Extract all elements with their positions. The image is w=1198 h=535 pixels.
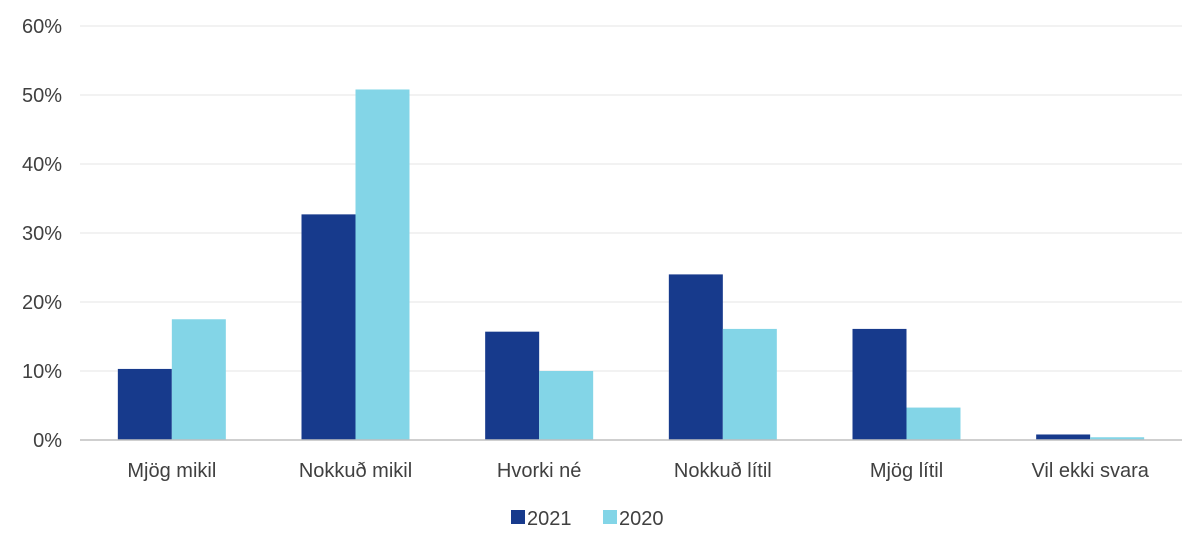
bar-2021-2: [485, 332, 539, 440]
category-label: Vil ekki svara: [1031, 460, 1149, 482]
y-tick-label: 20%: [22, 292, 62, 314]
legend-item-2021: 2021: [511, 508, 572, 530]
bar-2020-0: [172, 319, 226, 440]
legend-swatch: [511, 510, 525, 524]
gridlines: [80, 26, 1182, 371]
legend-label: 2021: [527, 508, 572, 530]
y-axis-ticks: 0% 10% 20% 30% 40% 50% 60%: [22, 16, 62, 452]
category-label: Mjög mikil: [127, 460, 216, 482]
y-tick-label: 40%: [22, 154, 62, 176]
bar-2021-4: [853, 329, 907, 440]
y-tick-label: 60%: [22, 16, 62, 38]
bar-2020-4: [907, 408, 961, 440]
bar-2021-3: [669, 274, 723, 440]
y-tick-label: 10%: [22, 361, 62, 383]
bar-2020-2: [539, 371, 593, 440]
y-tick-label: 50%: [22, 85, 62, 107]
legend-swatch: [603, 510, 617, 524]
category-label: Nokkuð mikil: [299, 460, 412, 482]
legend: 2021 2020: [511, 508, 664, 530]
y-tick-label: 30%: [22, 223, 62, 245]
category-label: Nokkuð lítil: [674, 460, 772, 482]
category-labels: Mjög mikil Nokkuð mikil Hvorki né Nokkuð lí…: [127, 460, 1149, 482]
bar-2020-1: [356, 89, 410, 440]
bars: [118, 89, 1144, 440]
bar-2021-5: [1036, 434, 1090, 440]
legend-label: 2020: [619, 508, 664, 530]
bar-2021-0: [118, 369, 172, 440]
category-label: Hvorki né: [497, 460, 581, 482]
bar-2021-1: [302, 214, 356, 440]
bar-2020-3: [723, 329, 777, 440]
legend-item-2020: 2020: [603, 508, 664, 530]
y-tick-label: 0%: [33, 430, 62, 452]
category-label: Mjög lítil: [870, 460, 943, 482]
